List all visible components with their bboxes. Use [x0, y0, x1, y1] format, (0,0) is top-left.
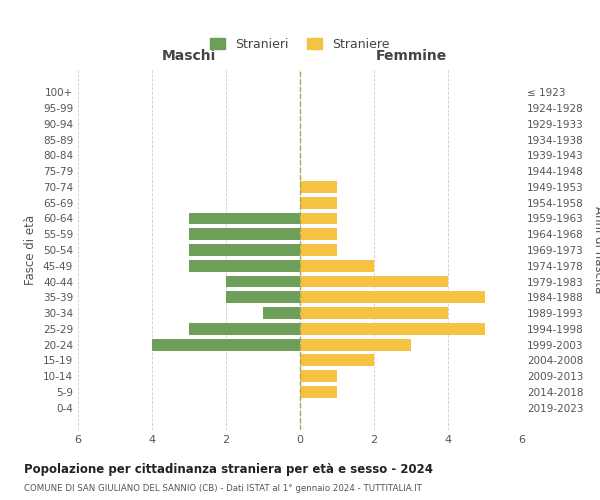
- Bar: [226, 292, 300, 303]
- Bar: [300, 212, 337, 224]
- Bar: [300, 307, 448, 319]
- Text: Maschi: Maschi: [162, 49, 216, 63]
- Bar: [189, 244, 300, 256]
- Bar: [300, 323, 485, 335]
- Bar: [300, 197, 337, 208]
- Text: COMUNE DI SAN GIULIANO DEL SANNIO (CB) - Dati ISTAT al 1° gennaio 2024 - TUTTITA: COMUNE DI SAN GIULIANO DEL SANNIO (CB) -…: [24, 484, 422, 493]
- Bar: [300, 292, 485, 303]
- Bar: [300, 354, 374, 366]
- Y-axis label: Fasce di età: Fasce di età: [25, 215, 37, 285]
- Text: Popolazione per cittadinanza straniera per età e sesso - 2024: Popolazione per cittadinanza straniera p…: [24, 462, 433, 475]
- Bar: [300, 276, 448, 287]
- Bar: [300, 260, 374, 272]
- Bar: [300, 244, 337, 256]
- Legend: Stranieri, Straniere: Stranieri, Straniere: [205, 33, 395, 56]
- Bar: [300, 228, 337, 240]
- Bar: [300, 338, 411, 350]
- Bar: [300, 370, 337, 382]
- Bar: [263, 307, 300, 319]
- Bar: [189, 260, 300, 272]
- Bar: [300, 386, 337, 398]
- Text: Femmine: Femmine: [376, 49, 446, 63]
- Bar: [189, 323, 300, 335]
- Bar: [189, 228, 300, 240]
- Bar: [152, 338, 300, 350]
- Bar: [189, 212, 300, 224]
- Bar: [300, 181, 337, 193]
- Y-axis label: Anni di nascita: Anni di nascita: [592, 206, 600, 294]
- Bar: [226, 276, 300, 287]
